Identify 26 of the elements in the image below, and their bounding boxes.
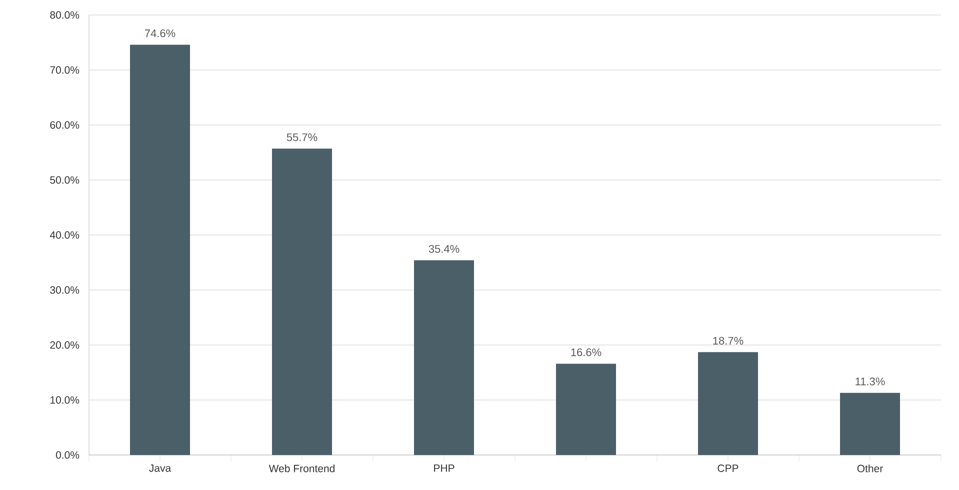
- bar: [556, 364, 616, 455]
- y-tick-label: 80.0%: [50, 11, 80, 19]
- y-tick-label: 30.0%: [50, 286, 80, 294]
- data-label: 18.7%: [713, 336, 744, 345]
- data-label: 55.7%: [286, 133, 318, 142]
- x-tick-label: Other: [857, 464, 883, 472]
- y-tick-label: 70.0%: [50, 66, 80, 74]
- y-tick-label: 60.0%: [50, 121, 80, 129]
- bar: [414, 260, 474, 455]
- x-tick-label: Web Frontend: [268, 464, 334, 472]
- y-tick-label: 20.0%: [50, 341, 80, 349]
- y-tick-label: 10.0%: [50, 396, 80, 404]
- y-tick-label: 0.0%: [56, 451, 80, 459]
- data-label: 35.4%: [428, 244, 460, 253]
- bar: [130, 44, 190, 455]
- x-tick-label: CPP: [718, 464, 738, 472]
- x-tick-label: Java: [149, 464, 172, 472]
- data-label: 16.6%: [571, 348, 602, 356]
- data-label: 11.3%: [856, 378, 885, 386]
- y-tick-label: 40.0%: [50, 231, 80, 239]
- bar: [272, 148, 332, 455]
- bar: [840, 392, 900, 455]
- x-tick-label: PHP: [434, 464, 454, 472]
- data-label: 74.6%: [144, 29, 176, 38]
- y-tick-label: 50.0%: [50, 176, 80, 184]
- bar: [698, 352, 758, 455]
